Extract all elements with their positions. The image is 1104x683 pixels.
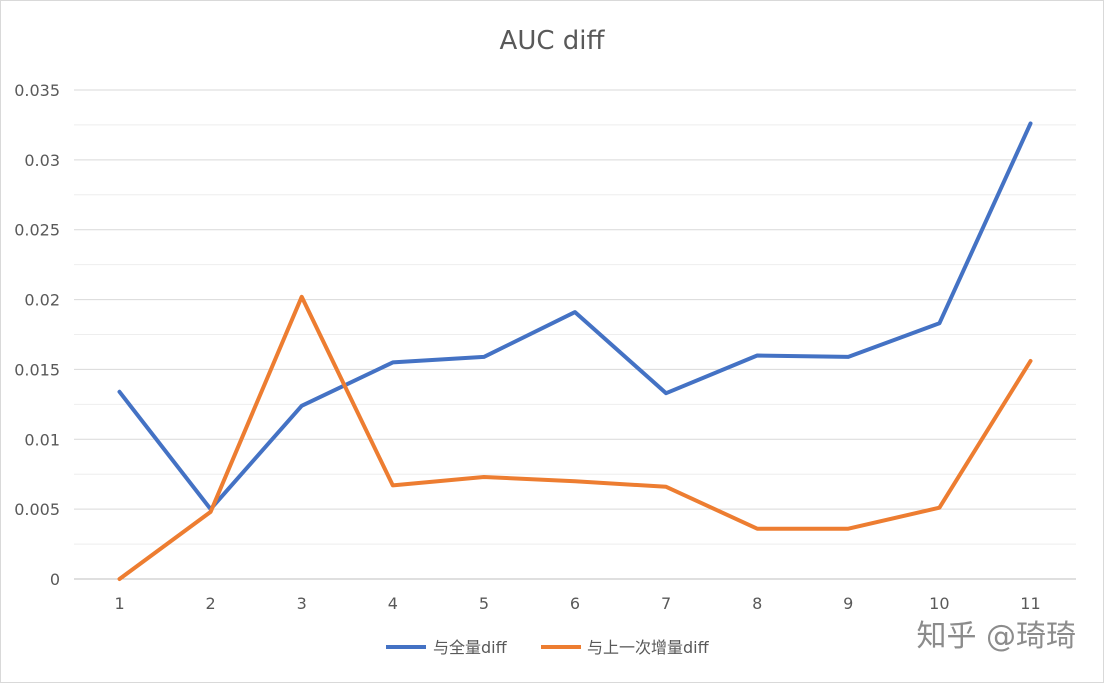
series-layer bbox=[117, 121, 1033, 581]
x-tick-label: 3 bbox=[297, 594, 307, 613]
x-tick-label: 2 bbox=[206, 594, 216, 613]
x-tick-label: 1 bbox=[114, 594, 124, 613]
legend-label-2: 与上一次增量diff bbox=[587, 638, 710, 657]
y-axis: 0 0.005 0.01 0.015 0.02 0.025 0.03 0.035 bbox=[14, 81, 60, 589]
x-tick-label: 10 bbox=[929, 594, 949, 613]
y-tick-label: 0.025 bbox=[14, 221, 60, 240]
legend: 与全量diff 与上一次增量diff bbox=[386, 638, 710, 657]
y-tick-label: 0.035 bbox=[14, 81, 60, 100]
series-line-2 bbox=[117, 294, 1033, 581]
series-line-1 bbox=[117, 121, 1033, 512]
x-tick-label: 5 bbox=[479, 594, 489, 613]
x-tick-label: 9 bbox=[843, 594, 853, 613]
y-tick-label: 0 bbox=[50, 570, 60, 589]
x-tick-label: 4 bbox=[388, 594, 398, 613]
legend-label-1: 与全量diff bbox=[433, 638, 508, 657]
y-tick-label: 0.005 bbox=[14, 500, 60, 519]
y-tick-label: 0.03 bbox=[24, 151, 60, 170]
gridlines bbox=[74, 89, 1076, 580]
x-tick-label: 8 bbox=[752, 594, 762, 613]
x-tick-label: 7 bbox=[661, 594, 671, 613]
chart-title: AUC diff bbox=[500, 26, 606, 56]
x-tick-label: 11 bbox=[1020, 594, 1040, 613]
y-tick-label: 0.01 bbox=[24, 430, 60, 449]
x-tick-label: 6 bbox=[570, 594, 580, 613]
watermark-text: 知乎 @琦琦 bbox=[916, 619, 1076, 654]
y-tick-label: 0.02 bbox=[24, 291, 60, 310]
y-tick-label: 0.015 bbox=[14, 360, 60, 379]
x-axis: 1 2 3 4 5 6 7 8 9 10 11 bbox=[114, 594, 1040, 613]
